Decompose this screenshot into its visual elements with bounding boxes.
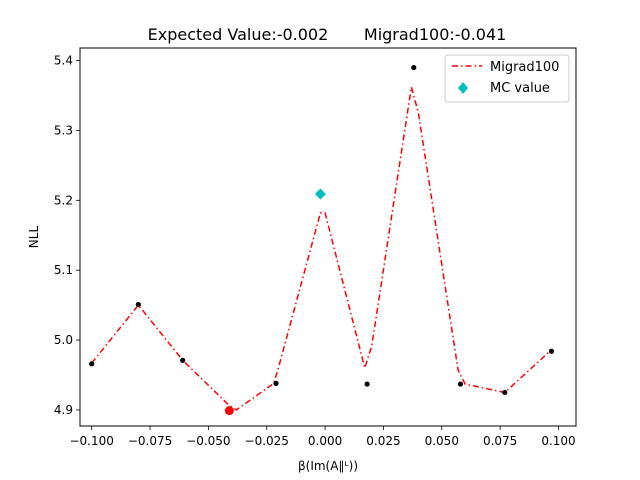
plot-area bbox=[89, 64, 555, 416]
x-tick-label: −0.025 bbox=[245, 434, 289, 448]
x-tick-label: 0.100 bbox=[541, 434, 575, 448]
data-point bbox=[135, 301, 141, 308]
x-tick-label: 0.050 bbox=[425, 434, 459, 448]
x-tick-label: 0.075 bbox=[483, 434, 517, 448]
legend-label-mc-value: MC value bbox=[490, 81, 550, 96]
y-tick-label: 4.9 bbox=[54, 403, 73, 417]
x-axis-label: β(Im(A∥ᴸ)) bbox=[298, 459, 358, 473]
y-tick-label: 5.3 bbox=[54, 123, 73, 137]
x-tick-label: 0.000 bbox=[308, 434, 342, 448]
y-axis: 4.9 5.0 5.1 5.2 5.3 5.4 bbox=[54, 54, 80, 417]
legend: Migrad100 MC value bbox=[444, 54, 570, 103]
series-line-migrad100 bbox=[91, 86, 553, 411]
plot-frame bbox=[79, 47, 577, 427]
data-point bbox=[364, 381, 370, 387]
data-point bbox=[273, 380, 279, 386]
x-axis: −0.100 −0.075 −0.050 −0.025 0.000 0.025 0.050 0… bbox=[69, 426, 576, 448]
x-tick-label: −0.050 bbox=[186, 434, 230, 448]
minimum-marker bbox=[224, 406, 234, 416]
data-point bbox=[180, 357, 186, 363]
mc-value-marker bbox=[314, 188, 326, 200]
y-tick-label: 5.0 bbox=[54, 333, 73, 347]
data-point bbox=[548, 348, 555, 354]
x-tick-label: −0.075 bbox=[128, 434, 172, 448]
legend-swatch-mc-value bbox=[458, 82, 468, 94]
data-point bbox=[457, 381, 464, 387]
x-tick-label: 0.025 bbox=[366, 434, 400, 448]
y-tick-label: 5.2 bbox=[54, 193, 73, 207]
data-point bbox=[411, 64, 417, 71]
y-axis-label: NLL bbox=[27, 226, 41, 249]
y-tick-label: 5.4 bbox=[54, 54, 73, 68]
x-tick-label: −0.100 bbox=[69, 434, 113, 448]
legend-label-migrad100: Migrad100 bbox=[490, 60, 559, 75]
data-point bbox=[502, 389, 508, 396]
data-point bbox=[89, 361, 95, 367]
y-tick-label: 5.1 bbox=[54, 263, 73, 277]
chart-title: Expected Value:-0.002 Migrad100:-0.041 bbox=[148, 25, 507, 44]
